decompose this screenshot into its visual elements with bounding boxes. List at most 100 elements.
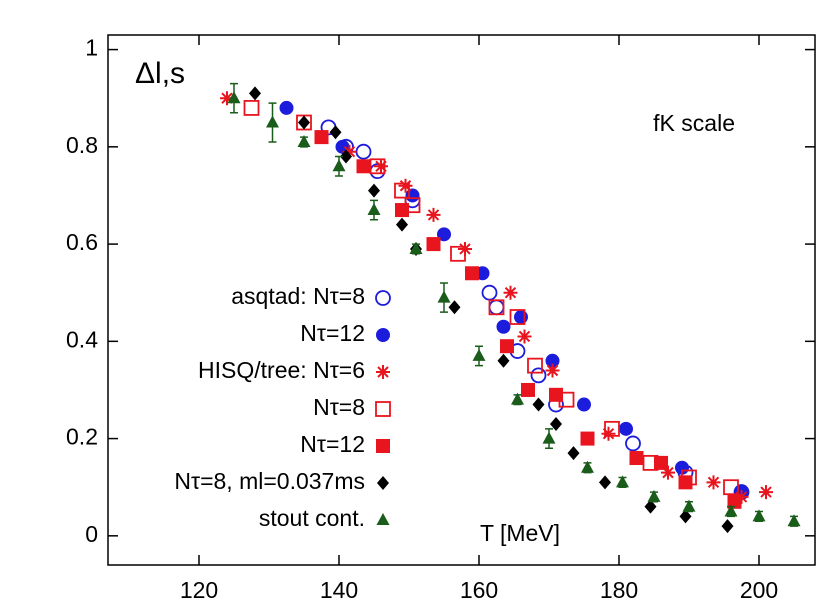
- legend-marker: [376, 365, 390, 379]
- marker: [511, 392, 524, 405]
- marker: [514, 310, 528, 325]
- legend-label: Nτ=12: [300, 320, 365, 346]
- marker: [654, 455, 668, 470]
- marker: [472, 348, 486, 361]
- legend-marker: [375, 290, 391, 306]
- marker: [297, 134, 311, 147]
- marker: [488, 299, 505, 316]
- marker: [398, 178, 413, 193]
- marker: [367, 203, 381, 216]
- marker: [298, 115, 310, 130]
- marker: [724, 504, 738, 517]
- legend-marker: [375, 401, 391, 417]
- x-tick-label: 120: [180, 577, 218, 603]
- marker: [661, 465, 675, 480]
- legend-label: HISQ/tree: Nτ=6: [198, 357, 365, 383]
- marker: [647, 489, 661, 502]
- marker: [723, 479, 739, 496]
- marker: [437, 290, 451, 303]
- marker: [394, 182, 410, 199]
- marker: [580, 431, 595, 446]
- marker: [599, 475, 611, 490]
- y-tick-label: 0.2: [66, 424, 98, 450]
- marker: [629, 451, 644, 466]
- marker: [448, 300, 461, 315]
- marker: [450, 245, 466, 262]
- marker: [567, 446, 580, 461]
- marker: [503, 285, 518, 300]
- marker: [545, 353, 560, 368]
- marker: [329, 125, 342, 140]
- marker: [405, 188, 420, 203]
- marker: [679, 509, 692, 524]
- marker: [682, 499, 696, 512]
- marker: [706, 475, 721, 490]
- annotation: fK scale: [653, 110, 735, 136]
- marker: [752, 509, 766, 522]
- marker: [481, 284, 498, 301]
- x-axis-label: T [MeV]: [480, 520, 560, 546]
- marker: [496, 319, 511, 334]
- marker: [619, 421, 633, 436]
- legend-marker: [376, 439, 390, 453]
- marker: [509, 309, 526, 325]
- marker: [355, 143, 372, 160]
- marker: [517, 329, 532, 344]
- marker: [542, 431, 556, 444]
- legend-label: Nτ=8, ml=0.037ms: [174, 468, 365, 494]
- annotation: Δl,s: [135, 57, 185, 90]
- marker: [409, 241, 423, 254]
- marker: [220, 91, 234, 106]
- marker: [340, 149, 352, 164]
- x-tick-label: 160: [460, 577, 498, 603]
- x-tick-label: 200: [740, 577, 778, 603]
- marker: [342, 144, 357, 159]
- y-tick-label: 0.8: [66, 132, 98, 158]
- marker: [314, 130, 329, 145]
- y-tick-label: 1: [85, 35, 98, 61]
- legend-marker: [376, 328, 390, 342]
- marker: [332, 159, 346, 172]
- legend-marker: [376, 513, 390, 525]
- marker: [243, 100, 260, 116]
- marker: [395, 203, 409, 218]
- marker: [644, 499, 657, 514]
- marker: [249, 86, 261, 101]
- marker: [550, 416, 562, 431]
- marker: [601, 426, 616, 441]
- marker: [678, 475, 693, 490]
- marker: [532, 397, 545, 412]
- marker: [426, 237, 441, 252]
- marker: [549, 387, 563, 402]
- marker: [527, 357, 543, 374]
- marker: [279, 100, 294, 115]
- x-tick-label: 140: [320, 577, 358, 603]
- x-tick-label: 180: [600, 577, 638, 603]
- marker: [356, 159, 371, 174]
- marker: [465, 266, 479, 281]
- marker: [545, 363, 560, 378]
- marker: [625, 435, 641, 452]
- marker: [521, 382, 535, 397]
- plot-frame: [107, 34, 816, 566]
- marker: [374, 159, 388, 174]
- marker: [530, 367, 547, 384]
- marker: [787, 514, 801, 527]
- y-tick-label: 0.6: [66, 229, 98, 255]
- legend-marker: [377, 476, 389, 490]
- marker: [266, 115, 279, 128]
- marker: [426, 207, 441, 222]
- marker: [577, 397, 591, 412]
- legend-label: Nτ=8: [313, 394, 365, 420]
- marker: [721, 519, 734, 534]
- y-tick-label: 0: [85, 521, 98, 547]
- marker: [616, 475, 629, 488]
- marker: [759, 485, 773, 500]
- y-tick-label: 0.4: [66, 326, 98, 352]
- marker: [227, 91, 241, 104]
- marker: [604, 420, 620, 437]
- marker: [497, 353, 510, 368]
- marker: [581, 460, 594, 473]
- marker: [368, 183, 380, 198]
